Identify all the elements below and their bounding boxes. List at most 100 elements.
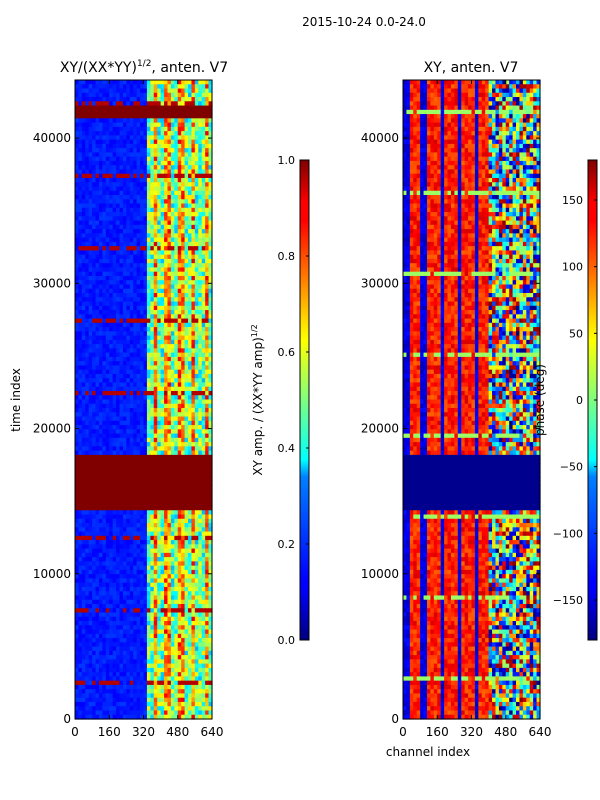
- amp-heat-cell: [102, 186, 107, 192]
- amp-heat-cell: [133, 544, 138, 550]
- amp-heat-cell: [181, 488, 186, 494]
- amp-heat-cell: [78, 165, 83, 171]
- amp-heat-cell: [78, 335, 83, 341]
- amp-heat-cell: [146, 463, 151, 469]
- amp-heat-cell: [133, 84, 138, 90]
- amp-heat-cell: [184, 314, 189, 320]
- amp-heat-cell: [170, 608, 175, 614]
- amp-heat-cell: [136, 586, 141, 592]
- amp-heat-cell: [109, 437, 114, 443]
- amp-heat-cell: [194, 378, 199, 384]
- amp-heat-cell: [133, 344, 138, 349]
- amp-heat-cell: [116, 442, 121, 447]
- amp-heat-cell: [78, 101, 83, 107]
- amp-heat-cell: [88, 463, 93, 469]
- amp-heat-cell: [129, 135, 134, 141]
- amp-heat-cell: [191, 165, 196, 171]
- amp-heat-cell: [105, 169, 110, 175]
- amp-heat-cell: [122, 518, 127, 524]
- amp-heat-cell: [112, 297, 117, 303]
- amp-heat-cell: [88, 356, 93, 362]
- amp-heat-cell: [126, 548, 131, 554]
- amp-heat-cell: [105, 390, 110, 396]
- amp-heat-cell: [153, 237, 158, 243]
- amp-heat-cell: [194, 284, 199, 290]
- amp-heat-cell: [188, 569, 193, 575]
- amp-heat-cell: [167, 459, 172, 464]
- amp-heat-cell: [105, 229, 110, 234]
- amp-heat-cell: [88, 148, 93, 154]
- amp-heat-cell: [78, 514, 83, 520]
- amp-heat-cell: [109, 173, 114, 179]
- amp-heat-cell: [198, 352, 203, 358]
- amp-heat-cell: [136, 344, 141, 349]
- amp-heat-cell: [194, 339, 199, 345]
- amp-heat-cell: [174, 327, 179, 332]
- amp-heat-cell: [146, 271, 151, 277]
- amp-heat-cell: [143, 523, 148, 528]
- amp-heat-cell: [201, 246, 206, 251]
- amp-heat-cell: [102, 484, 107, 490]
- amp-heat-cell: [102, 335, 107, 341]
- amp-heat-cell: [95, 229, 100, 234]
- amp-title-suffix: , anten. V7: [151, 60, 228, 76]
- amp-heat-cell: [122, 471, 127, 477]
- amp-heat-cell: [102, 216, 107, 222]
- amp-heat-cell: [105, 497, 110, 503]
- amp-heat-cell: [157, 518, 162, 524]
- amp-heat-cell: [105, 450, 110, 456]
- amp-heat-cell: [191, 603, 196, 609]
- amp-heat-cell: [102, 156, 107, 162]
- amp-heat-cell: [143, 84, 148, 90]
- amp-heat-cell: [150, 373, 155, 379]
- amp-heat-cell: [140, 527, 145, 533]
- amp-heat-cell: [167, 523, 172, 528]
- amp-heat-cell: [92, 565, 97, 571]
- amp-heat-cell: [143, 258, 148, 264]
- amp-heat-cell: [201, 284, 206, 290]
- amp-heat-cell: [157, 425, 162, 430]
- amp-heat-cell: [95, 403, 100, 409]
- amp-heat-cell: [129, 442, 134, 447]
- amp-heat-cell: [129, 143, 134, 149]
- amp-heat-cell: [157, 557, 162, 562]
- amp-heat-cell: [98, 523, 103, 528]
- amp-heat-cell: [122, 105, 127, 111]
- amp-heat-cell: [81, 275, 86, 281]
- amp-heat-cell: [112, 586, 117, 592]
- amp-heat-cell: [75, 109, 80, 115]
- amp-heat-cell: [191, 122, 196, 128]
- amp-heat-cell: [119, 143, 124, 149]
- amp-heat-cell: [81, 118, 86, 124]
- amp-heat-cell: [112, 331, 117, 337]
- amp-heat-cell: [92, 126, 97, 132]
- amp-heat-cell: [129, 280, 134, 286]
- amp-heat-cell: [177, 518, 182, 524]
- amp-heat-cell: [129, 195, 134, 200]
- amp-heat-cell: [129, 322, 134, 328]
- amp-heat-cell: [188, 403, 193, 409]
- amp-heat-cell: [112, 143, 117, 149]
- amp-heat-cell: [153, 595, 158, 601]
- amp-heat-cell: [188, 544, 193, 550]
- amp-heat-cell: [184, 143, 189, 149]
- amp-heat-cell: [133, 395, 138, 401]
- amp-heat-cell: [78, 160, 83, 166]
- amp-heat-cell: [198, 182, 203, 188]
- amp-heat-cell: [164, 506, 169, 511]
- amp-heat-cell: [102, 118, 107, 124]
- amp-heat-cell: [112, 207, 117, 213]
- amp-heat-cell: [122, 318, 127, 324]
- amp-heat-cell: [164, 139, 169, 145]
- amp-heat-cell: [150, 92, 155, 98]
- amp-heat-cell: [177, 390, 182, 396]
- amp-heat-cell: [95, 471, 100, 477]
- amp-heat-cell: [150, 199, 155, 205]
- amp-heat-cell: [188, 203, 193, 209]
- amp-heat-cell: [198, 582, 203, 588]
- amp-heat-cell: [126, 118, 131, 124]
- amp-heat-cell: [136, 510, 141, 516]
- amp-heat-cell: [177, 246, 182, 251]
- amp-heat-cell: [184, 258, 189, 264]
- amp-heat-cell: [98, 365, 103, 371]
